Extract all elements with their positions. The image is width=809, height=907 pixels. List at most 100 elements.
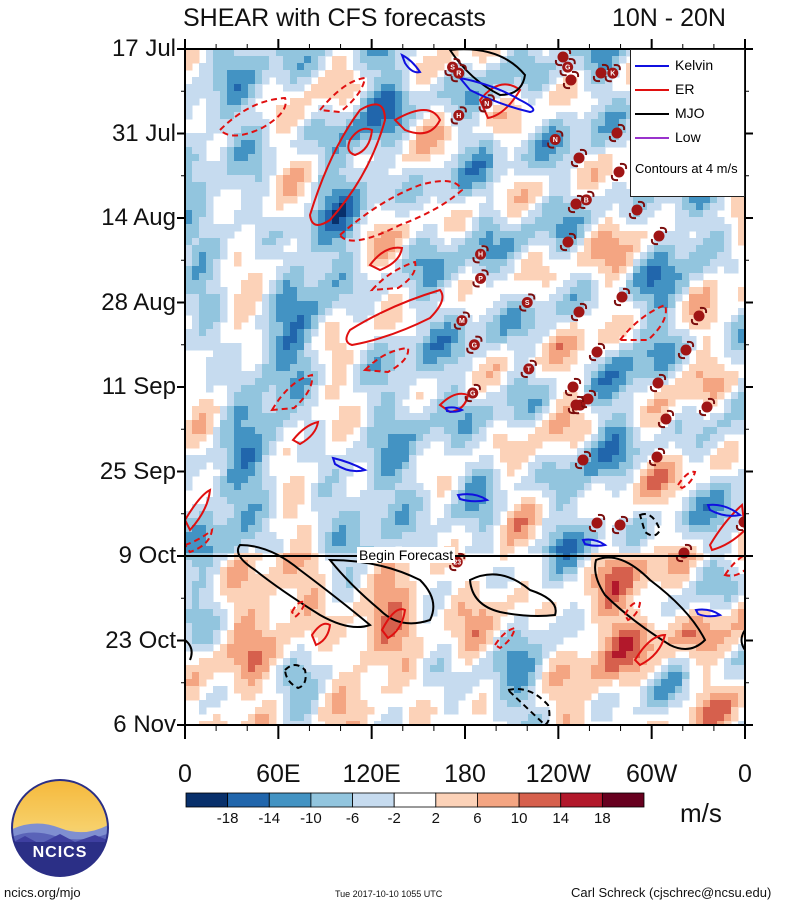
heat-cell <box>451 336 459 344</box>
heat-cell <box>402 49 410 57</box>
heat-cell <box>360 511 368 519</box>
heat-cell <box>339 147 347 155</box>
heat-cell <box>577 623 585 631</box>
heat-cell <box>521 315 529 323</box>
heat-cell <box>395 112 403 120</box>
heat-cell <box>479 238 487 246</box>
heat-cell <box>241 287 249 295</box>
heat-cell <box>703 357 711 365</box>
heat-cell <box>633 259 641 267</box>
heat-cell <box>521 518 529 526</box>
heat-cell <box>717 378 725 386</box>
heat-cell <box>542 133 550 141</box>
heat-cell <box>626 609 634 617</box>
heat-cell <box>381 70 389 78</box>
heat-cell <box>395 91 403 99</box>
heat-cell <box>612 609 620 617</box>
heat-cell <box>647 497 655 505</box>
heat-cell <box>346 70 354 78</box>
heat-cell <box>556 511 564 519</box>
heat-cell <box>696 588 704 596</box>
heat-cell <box>353 147 361 155</box>
heat-cell <box>682 196 690 204</box>
heat-cell <box>269 448 277 456</box>
heat-cell <box>367 175 375 183</box>
heat-cell <box>234 182 242 190</box>
heat-cell <box>339 182 347 190</box>
heat-cell <box>514 343 522 351</box>
heat-cell <box>227 518 235 526</box>
heat-cell <box>451 357 459 365</box>
heat-cell <box>675 245 683 253</box>
heat-cell <box>304 406 312 414</box>
heat-cell <box>297 273 305 281</box>
heat-cell <box>388 126 396 134</box>
heat-cell <box>374 154 382 162</box>
heat-cell <box>262 357 270 365</box>
heat-cell <box>374 560 382 568</box>
heat-cell <box>689 518 697 526</box>
heat-cell <box>500 567 508 575</box>
heat-cell <box>269 574 277 582</box>
heat-cell <box>332 518 340 526</box>
heat-cell <box>486 77 494 85</box>
heat-cell <box>626 105 634 113</box>
heat-cell <box>248 147 256 155</box>
heat-cell <box>668 231 676 239</box>
heat-cell <box>360 448 368 456</box>
heat-cell <box>199 301 207 309</box>
heat-cell <box>451 91 459 99</box>
heat-cell <box>430 147 438 155</box>
heat-cell <box>444 385 452 393</box>
heat-cell <box>521 413 529 421</box>
heat-cell <box>542 322 550 330</box>
heat-cell <box>479 623 487 631</box>
heat-cell <box>493 392 501 400</box>
heat-cell <box>262 56 270 64</box>
heat-cell <box>325 455 333 463</box>
heat-cell <box>318 49 326 57</box>
heat-cell <box>332 273 340 281</box>
heat-cell <box>381 133 389 141</box>
heat-cell <box>290 413 298 421</box>
heat-cell <box>255 140 263 148</box>
heat-cell <box>556 476 564 484</box>
heat-cell <box>388 532 396 540</box>
heat-cell <box>423 147 431 155</box>
heat-cell <box>521 441 529 449</box>
heat-cell <box>472 504 480 512</box>
heat-cell <box>724 525 732 533</box>
heat-cell <box>654 336 662 344</box>
heat-cell <box>493 231 501 239</box>
heat-cell <box>493 217 501 225</box>
heat-cell <box>290 70 298 78</box>
heat-cell <box>689 308 697 316</box>
heat-cell <box>577 336 585 344</box>
heat-cell <box>521 259 529 267</box>
heat-cell <box>402 203 410 211</box>
heat-cell <box>738 469 745 477</box>
heat-cell <box>528 154 536 162</box>
heat-cell <box>626 98 634 106</box>
heat-cell <box>549 420 557 428</box>
heat-cell <box>619 245 627 253</box>
heat-cell <box>521 196 529 204</box>
heat-cell <box>591 196 599 204</box>
heat-cell <box>374 378 382 386</box>
heat-cell <box>339 595 347 603</box>
heat-cell <box>549 483 557 491</box>
heat-cell <box>549 343 557 351</box>
heat-cell <box>626 238 634 246</box>
heat-cell <box>521 245 529 253</box>
heat-cell <box>339 413 347 421</box>
heat-cell <box>577 287 585 295</box>
heat-cell <box>451 539 459 547</box>
heat-cell <box>388 602 396 610</box>
heat-cell <box>276 203 284 211</box>
heat-cell <box>486 224 494 232</box>
heat-cell <box>437 77 445 85</box>
heat-cell <box>542 476 550 484</box>
heat-cell <box>255 168 263 176</box>
heat-cell <box>206 252 214 260</box>
heat-cell <box>556 462 564 470</box>
